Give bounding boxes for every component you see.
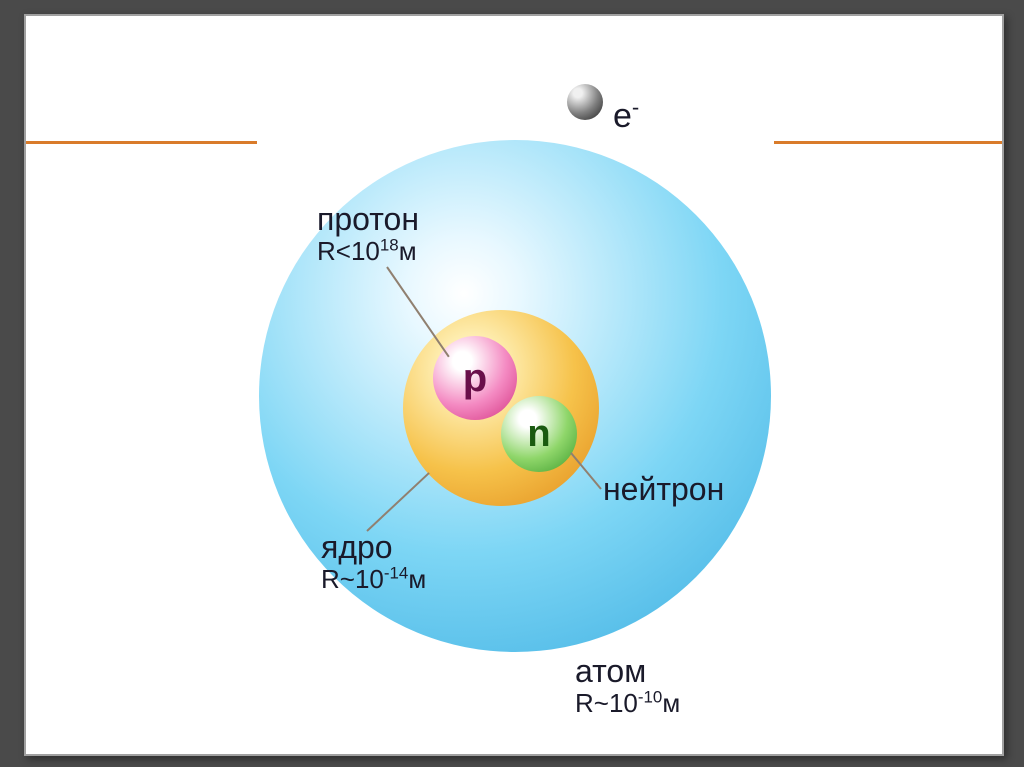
accent-line-left (26, 141, 257, 144)
nucleus-label: ядро R~10-14м (321, 530, 426, 594)
neutron-particle: n (501, 396, 577, 472)
proton-particle: p (433, 336, 517, 420)
neutron-label: нейтрон (603, 472, 724, 507)
electron-particle (567, 84, 603, 120)
electron-label: e- (613, 98, 639, 135)
proton-label: протон R<1018м (317, 202, 419, 266)
atom-diagram: p n e- протон R<1018м ядро R~10-14м (257, 36, 773, 736)
proton-letter: p (463, 356, 487, 401)
atom-label: атом R~10-10м (575, 654, 680, 718)
neutron-letter: n (527, 413, 550, 456)
accent-line-right (774, 141, 1002, 144)
slide-frame: p n e- протон R<1018м ядро R~10-14м (24, 14, 1004, 756)
